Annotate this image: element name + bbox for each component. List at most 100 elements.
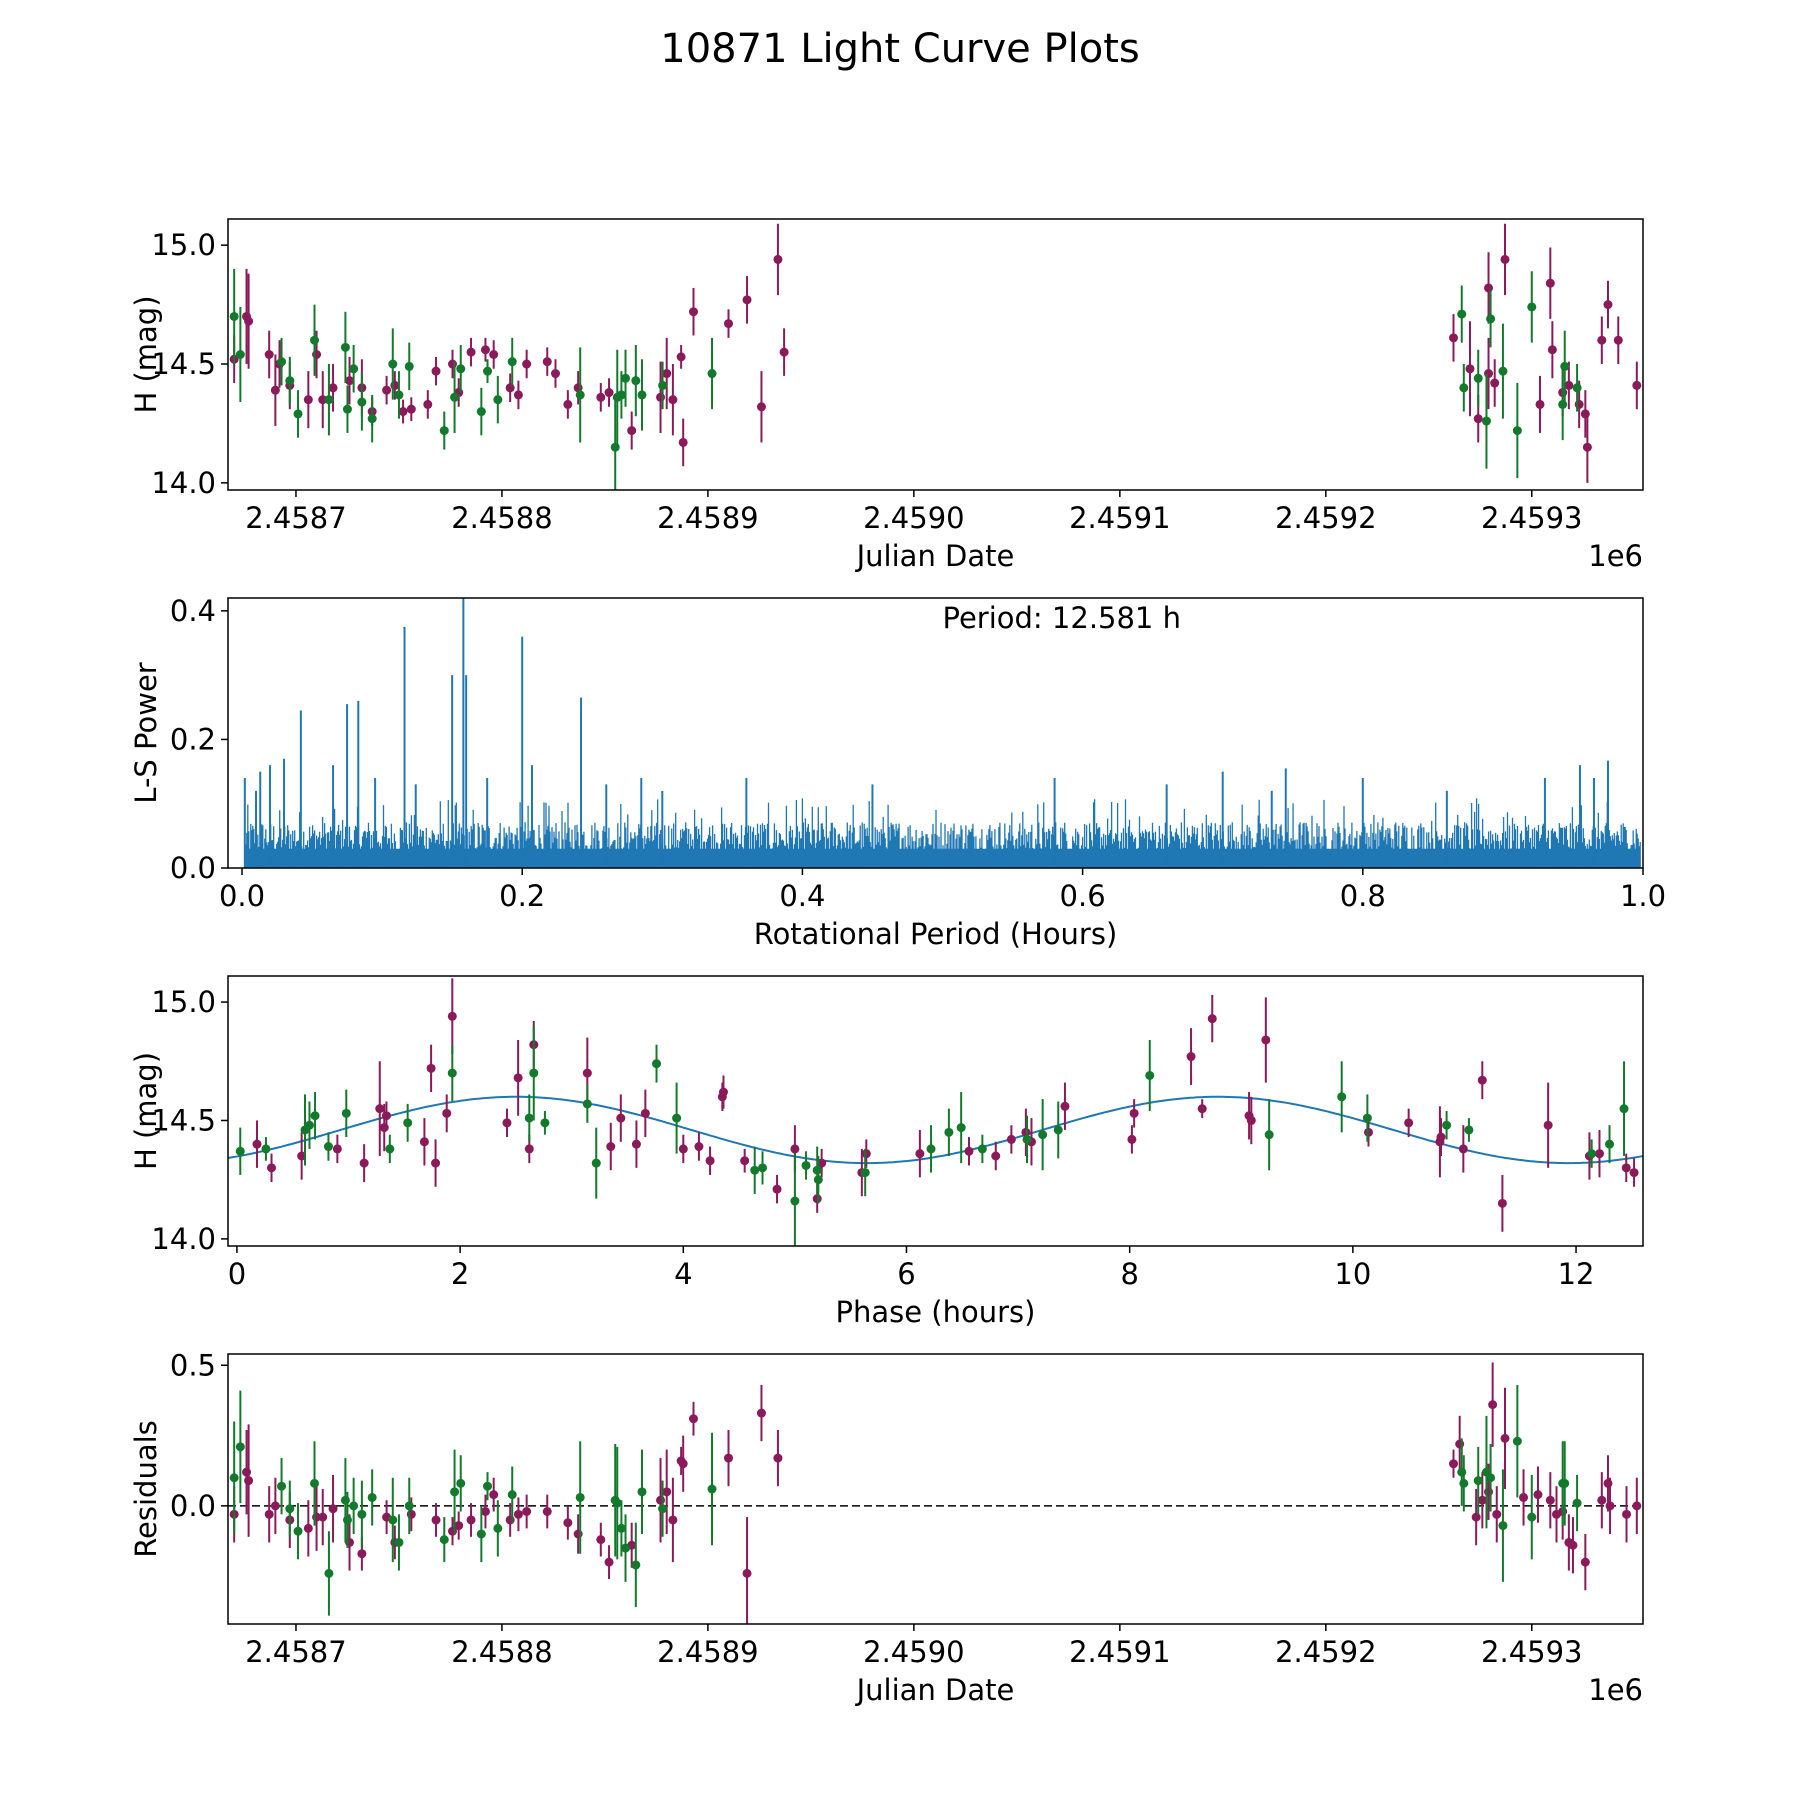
data-point bbox=[1490, 378, 1500, 388]
data-point bbox=[1512, 1436, 1522, 1446]
data-point bbox=[277, 1481, 287, 1491]
data-point bbox=[627, 426, 637, 436]
y-tick-label: 14.0 bbox=[151, 466, 216, 500]
data-point bbox=[285, 376, 295, 386]
data-point bbox=[1465, 364, 1475, 374]
axes-frame bbox=[227, 1353, 1644, 1625]
data-point bbox=[668, 1515, 678, 1525]
data-point bbox=[312, 350, 322, 359]
data-point bbox=[724, 1453, 734, 1463]
data-point bbox=[1605, 1501, 1615, 1511]
series-green bbox=[229, 268, 1582, 490]
data-point bbox=[1363, 1127, 1373, 1137]
data-point bbox=[756, 1408, 766, 1418]
data-point bbox=[575, 390, 585, 400]
data-point bbox=[724, 319, 734, 329]
x-tick-label: 2.4588 bbox=[451, 501, 552, 535]
data-point bbox=[1560, 1478, 1570, 1488]
x-offset-text: 1e6 bbox=[1588, 539, 1643, 573]
data-point bbox=[604, 388, 614, 398]
data-point bbox=[303, 1523, 313, 1533]
data-point bbox=[1484, 1487, 1494, 1497]
data-point bbox=[1545, 1495, 1555, 1505]
data-point bbox=[1512, 426, 1522, 436]
data-point bbox=[750, 1165, 760, 1175]
plot-area bbox=[228, 1362, 1643, 1624]
data-point bbox=[381, 1111, 391, 1121]
y-tick-label: 0.0 bbox=[170, 851, 216, 885]
series-magenta bbox=[229, 1362, 1642, 1624]
power-floor bbox=[244, 848, 1641, 868]
data-point bbox=[328, 383, 338, 393]
data-point bbox=[264, 1509, 274, 1519]
data-point bbox=[1484, 283, 1494, 293]
x-tick-label: 0.6 bbox=[1060, 879, 1106, 913]
data-point bbox=[817, 1158, 827, 1168]
data-point bbox=[431, 1515, 441, 1525]
data-point bbox=[563, 1518, 573, 1528]
data-point bbox=[524, 1144, 534, 1154]
x-tick-label: 2.4593 bbox=[1481, 1635, 1582, 1669]
y-axis-label: H (mag) bbox=[129, 295, 163, 413]
data-point bbox=[1519, 1492, 1529, 1502]
data-point bbox=[1484, 369, 1494, 379]
data-point bbox=[419, 1137, 429, 1147]
data-point bbox=[813, 1175, 823, 1185]
data-point bbox=[244, 1476, 254, 1486]
data-point bbox=[448, 359, 458, 369]
x-axis-label: Julian Date bbox=[855, 539, 1015, 573]
data-point bbox=[637, 1487, 647, 1497]
x-axis-label: Rotational Period (Hours) bbox=[754, 917, 1118, 951]
data-point bbox=[466, 1515, 476, 1525]
data-point bbox=[270, 385, 280, 395]
data-point bbox=[304, 1120, 314, 1130]
data-point bbox=[450, 392, 460, 402]
x-tick-label: 10 bbox=[1334, 1257, 1371, 1291]
data-point bbox=[264, 350, 274, 359]
data-point bbox=[244, 316, 254, 326]
data-point bbox=[812, 1165, 822, 1175]
data-point bbox=[507, 357, 517, 367]
data-point bbox=[310, 335, 320, 345]
data-point bbox=[1038, 1130, 1048, 1140]
data-point bbox=[742, 295, 752, 305]
y-axis-label: L-S Power bbox=[129, 662, 163, 803]
data-point bbox=[349, 364, 359, 374]
y-tick-label: 0.5 bbox=[170, 1348, 216, 1382]
data-point bbox=[340, 342, 350, 352]
x-tick-label: 2.4591 bbox=[1069, 501, 1170, 535]
data-point bbox=[382, 385, 392, 395]
data-point bbox=[575, 1492, 585, 1502]
data-point bbox=[658, 380, 668, 390]
data-point bbox=[1457, 1467, 1467, 1477]
data-point bbox=[640, 1108, 650, 1118]
y-tick-label: 14.5 bbox=[151, 1103, 216, 1137]
data-point bbox=[1449, 333, 1459, 343]
data-point bbox=[505, 1515, 515, 1525]
data-point bbox=[439, 1535, 449, 1545]
data-point bbox=[447, 1068, 457, 1078]
data-point bbox=[790, 1196, 800, 1206]
data-point bbox=[1597, 335, 1607, 345]
x-tick-label: 2.4593 bbox=[1481, 501, 1582, 535]
data-point bbox=[297, 1151, 307, 1161]
data-point bbox=[513, 390, 523, 400]
data-point bbox=[341, 1108, 351, 1118]
data-point bbox=[591, 1158, 601, 1168]
data-point bbox=[742, 1568, 752, 1578]
x-tick-label: 2.4591 bbox=[1069, 1635, 1170, 1669]
data-point bbox=[542, 357, 552, 367]
data-point bbox=[303, 395, 313, 405]
data-point bbox=[324, 1568, 334, 1578]
x-tick-label: 12 bbox=[1558, 1257, 1595, 1291]
data-point bbox=[1264, 1130, 1274, 1140]
data-point bbox=[596, 392, 606, 402]
data-point bbox=[1246, 1115, 1256, 1125]
y-tick-label: 0.0 bbox=[170, 1489, 216, 1523]
data-point bbox=[267, 1163, 277, 1173]
data-point bbox=[1127, 1134, 1137, 1144]
data-point bbox=[1580, 409, 1590, 419]
data-point bbox=[507, 1490, 517, 1500]
data-point bbox=[252, 1139, 262, 1149]
